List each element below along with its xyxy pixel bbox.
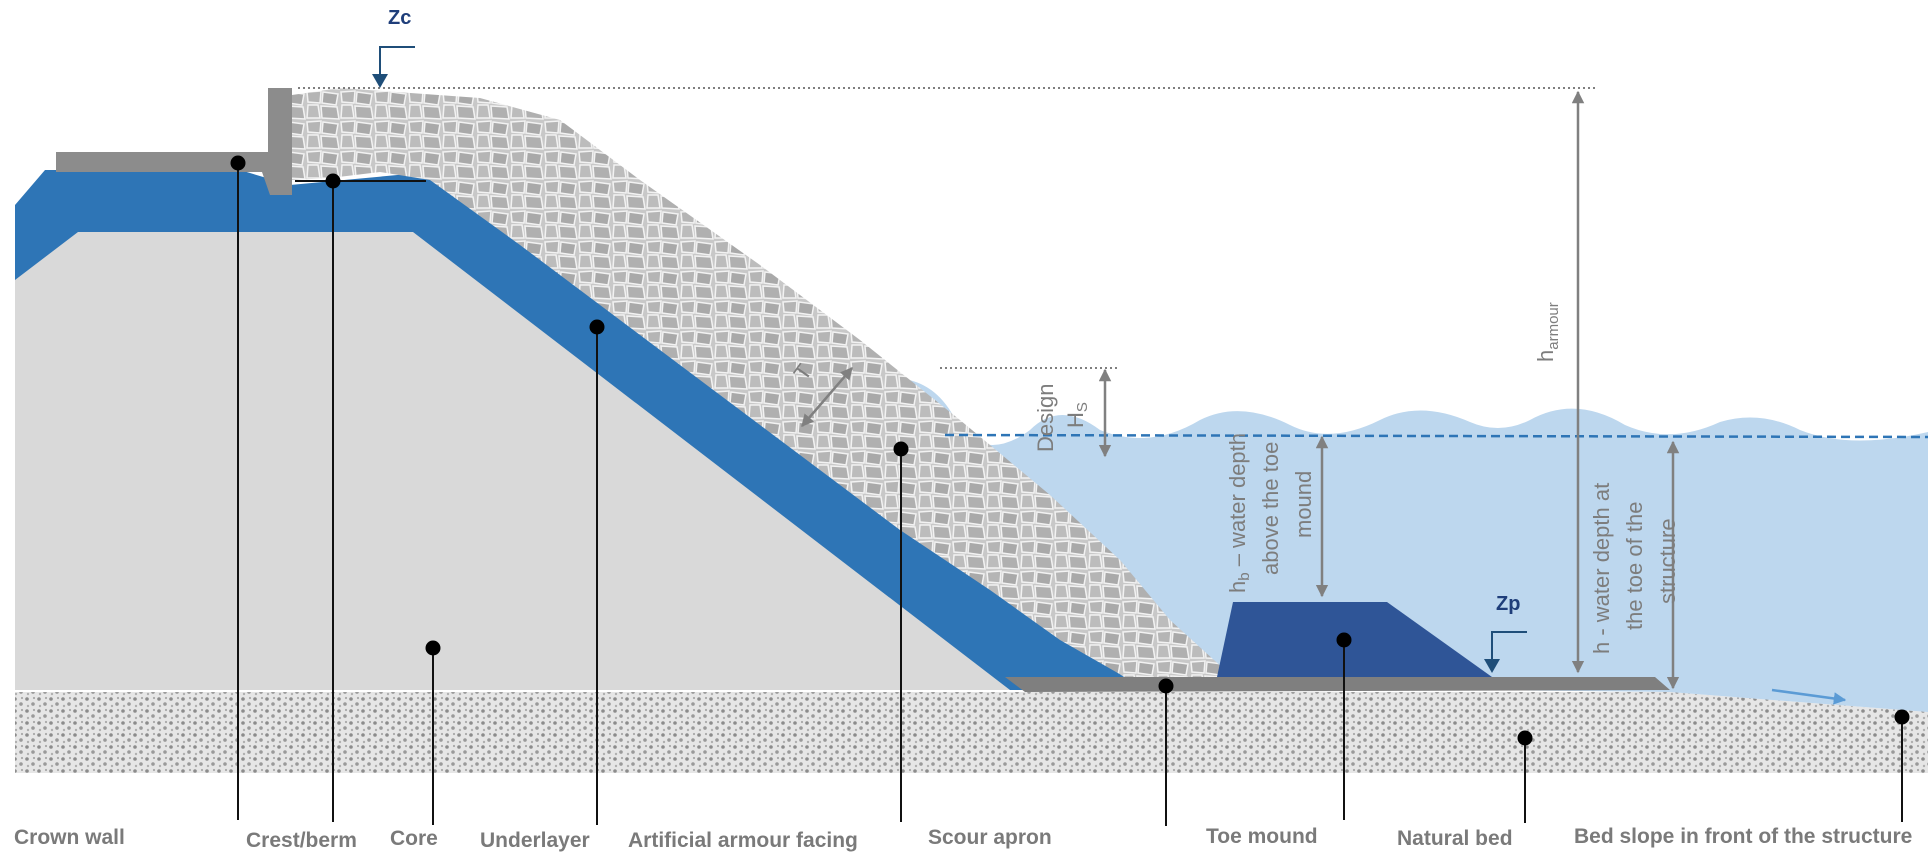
- scour-apron-fill: [1005, 677, 1670, 692]
- label-core: Core: [390, 827, 438, 850]
- zp-marker: [1491, 631, 1527, 663]
- toe-mound-fill: [1217, 602, 1492, 677]
- zp-label: Zp: [1496, 593, 1520, 615]
- natural-bed-dot: [1517, 730, 1533, 746]
- label-underlayer: Underlayer: [480, 829, 590, 852]
- hb-label: hb – water depth: [1225, 433, 1253, 593]
- label-scour-apron: Scour apron: [928, 826, 1052, 849]
- toe-mound-dot: [1336, 632, 1352, 648]
- t-arrow: [801, 367, 853, 427]
- label-natural-bed: Natural bed: [1397, 827, 1513, 850]
- zc-label: Zc: [388, 7, 411, 29]
- h-armour-label: harmour: [1533, 302, 1562, 362]
- label-bed-slope: Bed slope in front of the structure: [1574, 825, 1912, 848]
- hb-label-line3: mound: [1291, 471, 1316, 538]
- h-depth-label-line3: structure: [1655, 518, 1680, 604]
- scour-apron-dot: [1158, 678, 1174, 694]
- zc-marker-head: [372, 74, 388, 88]
- label-artificial-armour: Artificial armour facing: [628, 829, 858, 852]
- swl-line: [944, 433, 1928, 439]
- natural-bed: [15, 692, 1928, 773]
- label-crest-berm: Crest/berm: [246, 829, 357, 852]
- armour-layer: [292, 88, 1225, 680]
- label-toe-mound: Toe mound: [1206, 825, 1318, 848]
- h-depth-label-line2: the toe of the: [1622, 502, 1647, 630]
- design-hs-value: HS: [1063, 402, 1091, 428]
- zc-marker: [379, 46, 415, 78]
- flow-arrow: [1771, 688, 1847, 705]
- leaders: [230, 155, 1910, 826]
- armour-dot: [893, 441, 909, 457]
- label-crown-wall: Crown wall: [14, 826, 125, 849]
- core-dot: [425, 640, 441, 656]
- crown-wall-dot: [230, 155, 246, 171]
- crest-berm-dot: [325, 173, 341, 189]
- bed-slope-dot: [1894, 709, 1910, 725]
- underlayer-dot: [589, 319, 605, 335]
- core-fill: [15, 232, 1010, 690]
- design-hs-label: Design: [1033, 384, 1058, 452]
- h-depth-label: h - water depth at: [1589, 483, 1614, 654]
- zp-marker-head: [1484, 659, 1500, 673]
- hb-label-line2: above the toe: [1258, 442, 1283, 575]
